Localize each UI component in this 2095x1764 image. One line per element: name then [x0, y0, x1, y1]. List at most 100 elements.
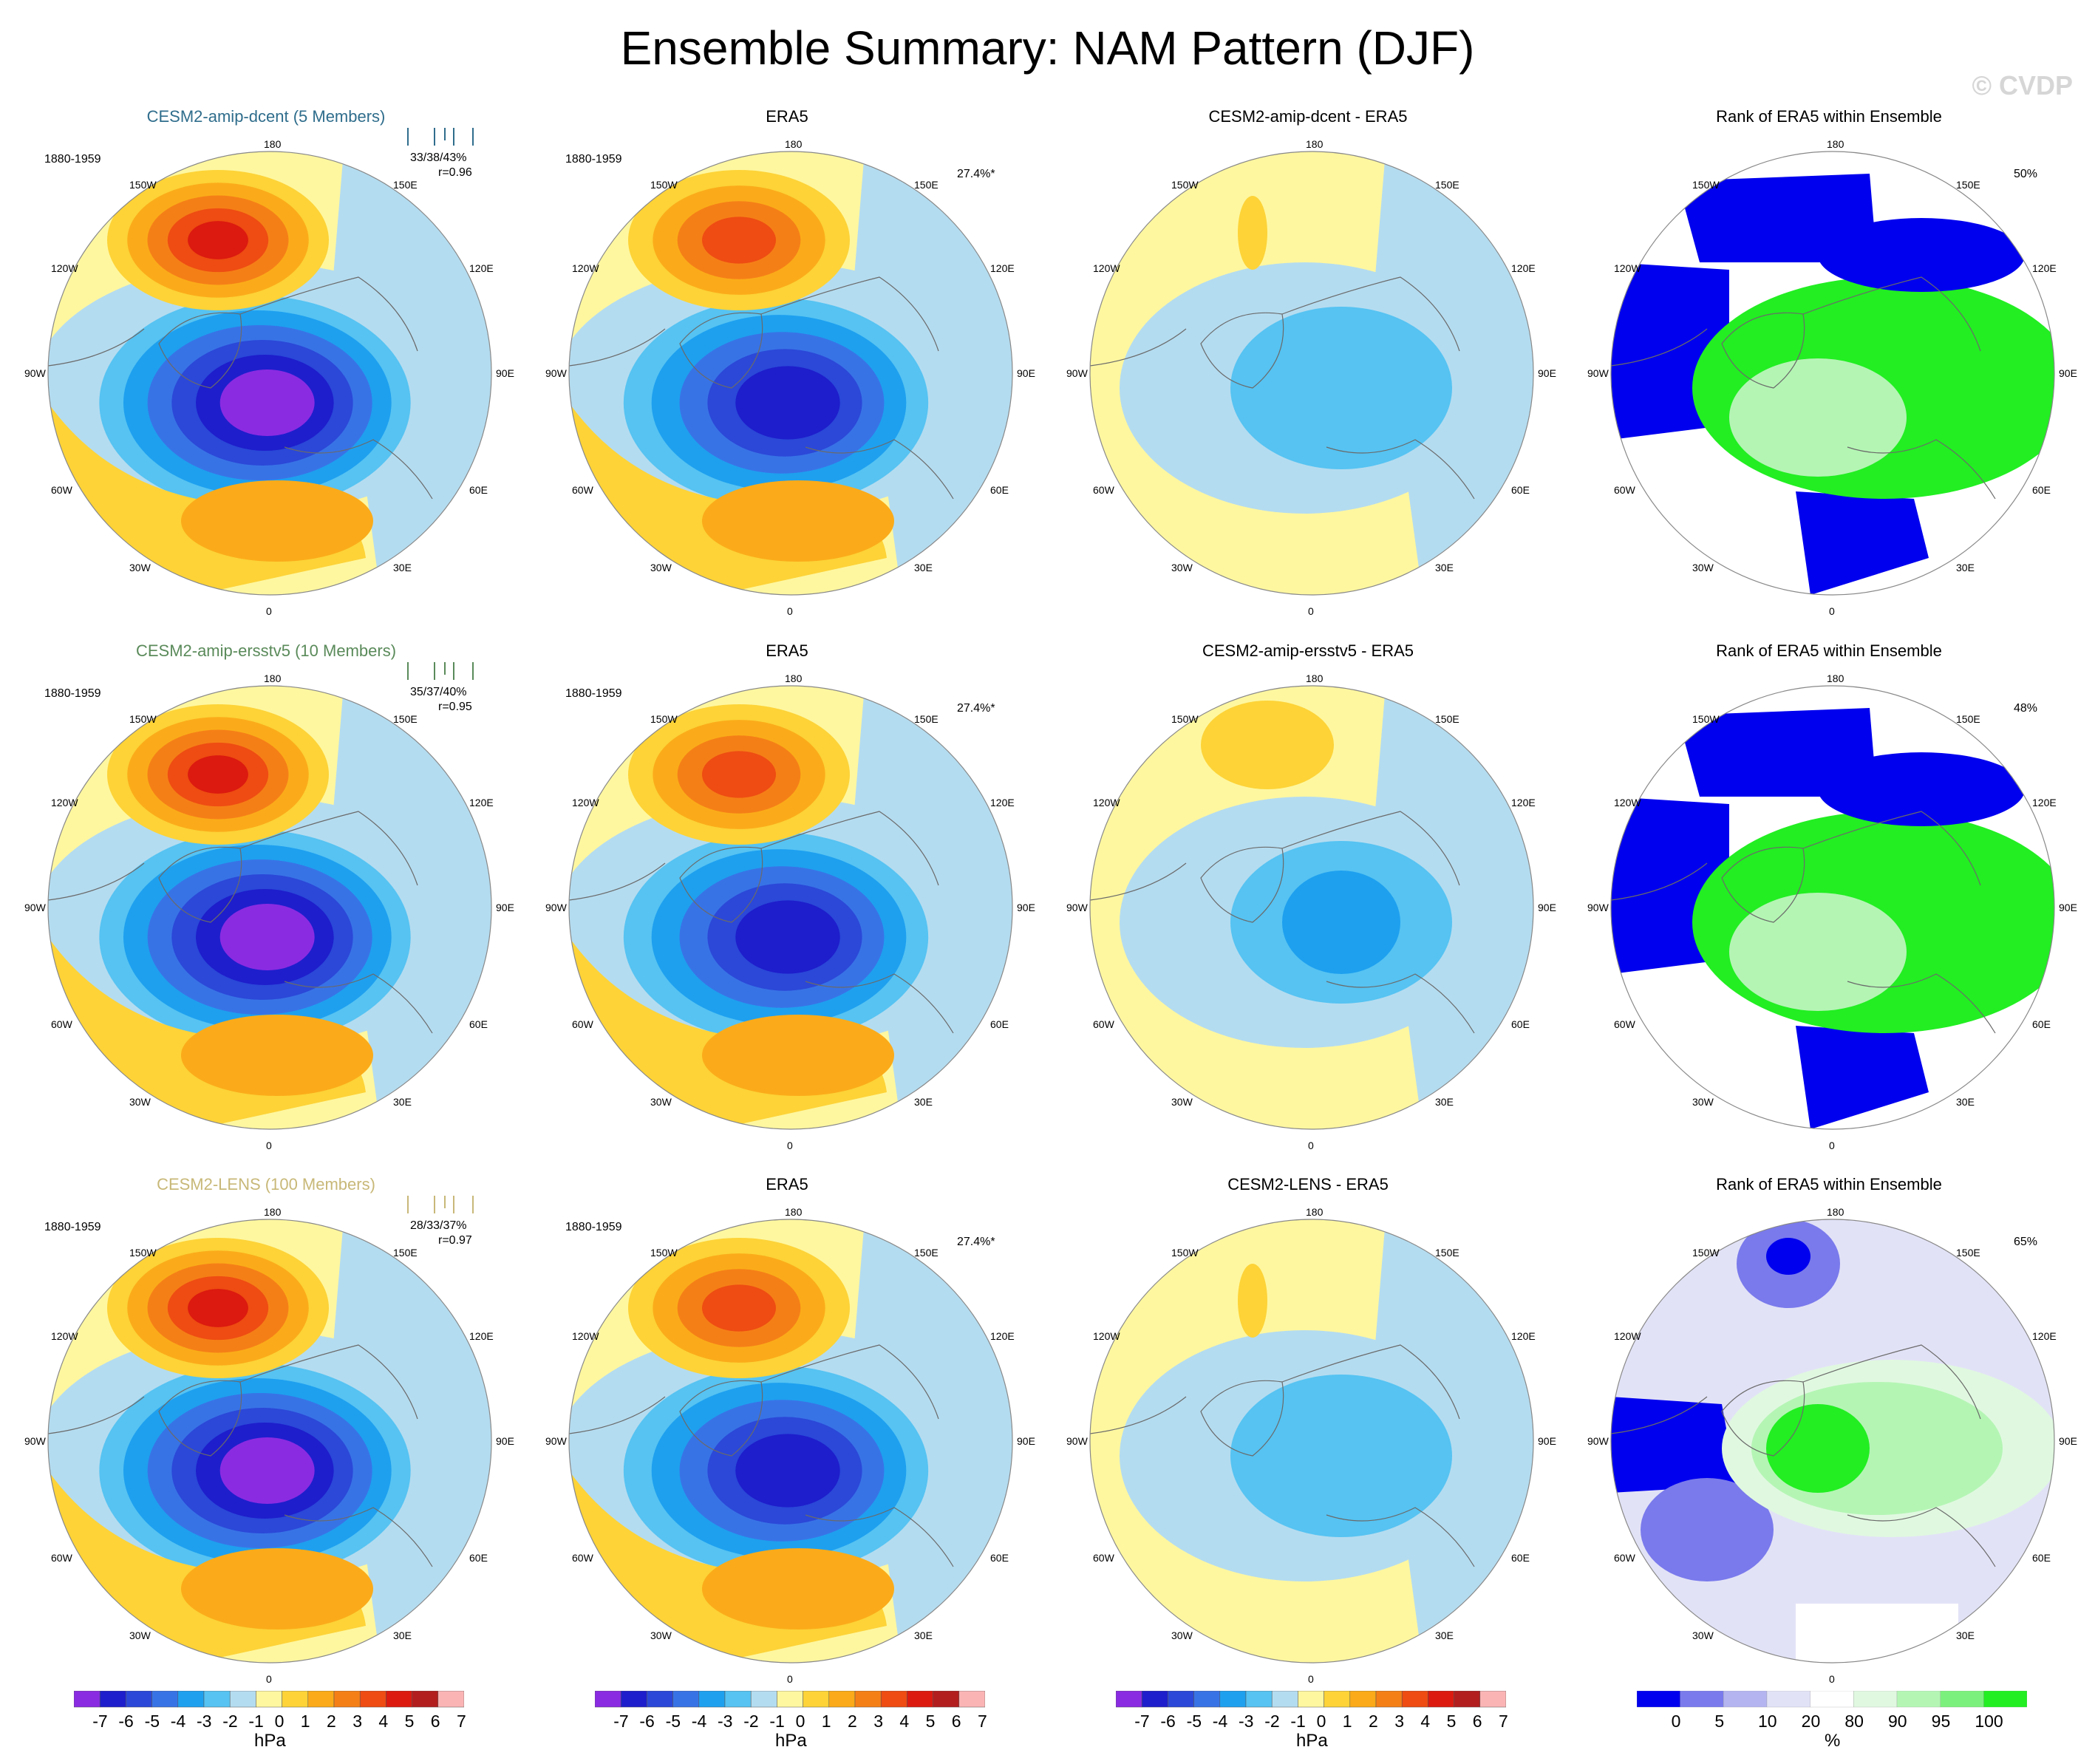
colorbar-swatch	[647, 1691, 673, 1708]
lon-label: 90W	[1066, 367, 1088, 379]
panel-title: ERA5	[766, 1175, 808, 1193]
map-panel-1: CESM2-amip-dcent (5 Members) 180 0 150W 150E…	[24, 107, 514, 624]
map-panel-12: Rank of ERA5 within Ensemble 180 0 150W 150E…	[1587, 1175, 2077, 1692]
lon-label: 180	[264, 1206, 282, 1218]
pattern-correlation: r=0.95	[438, 701, 472, 713]
lon-label: 30E	[1956, 1630, 1975, 1641]
colorbar-swatch	[958, 1691, 985, 1708]
lon-label: 120W	[51, 262, 78, 274]
lon-label: 120E	[990, 262, 1015, 274]
lon-label: 120W	[1093, 1330, 1120, 1342]
colorbar-swatch	[282, 1691, 309, 1708]
explained-variance-pct: 50%	[2014, 168, 2038, 180]
lon-label: 150E	[1956, 713, 1980, 725]
lon-label: 150E	[1435, 713, 1459, 725]
lon-label: 150E	[1435, 179, 1459, 191]
coastlines	[1611, 276, 1996, 500]
map-field	[569, 151, 1012, 595]
polar-map-1	[47, 128, 492, 596]
lon-label: 120W	[572, 1330, 599, 1342]
lon-label: 90W	[545, 902, 567, 913]
map-field	[569, 686, 1012, 1129]
lon-label: 30W	[1692, 1630, 1714, 1641]
colorbar-swatch	[359, 1691, 386, 1708]
lon-label: 150W	[1171, 179, 1199, 191]
map-panel-9: CESM2-LENS (100 Members) 180 0 150W 150E 120W…	[24, 1175, 514, 1692]
colorbar-tick: -7	[1134, 1712, 1150, 1731]
polar-map-4	[1610, 151, 2055, 596]
colorbar-swatch	[1168, 1691, 1194, 1708]
map-border	[568, 685, 1013, 1130]
colorbar-tick: 4	[378, 1712, 389, 1731]
colorbar-tick: -5	[1186, 1712, 1202, 1731]
lon-label: 90W	[545, 1435, 567, 1447]
lon-label: 30W	[650, 1096, 672, 1108]
lon-label: 60W	[572, 1018, 593, 1030]
lon-label: 60W	[1093, 1018, 1114, 1030]
colorbar-swatch	[99, 1691, 126, 1708]
colorbar-swatch	[1271, 1691, 1298, 1708]
lon-label: 30W	[650, 562, 672, 573]
lon-label: 0	[787, 605, 793, 617]
polar-map-6	[568, 685, 1013, 1130]
lon-label: 150E	[1956, 1247, 1980, 1259]
lon-label: 60W	[1093, 1552, 1114, 1564]
colorbar-swatch	[698, 1691, 726, 1708]
map-panel-5: CESM2-amip-ersstv5 (10 Members) 180 0 150W 1…	[24, 641, 514, 1159]
colorbar-tick: -3	[1239, 1712, 1254, 1731]
colorbar-tick: 7	[457, 1712, 466, 1731]
colorbar-swatch	[1428, 1691, 1454, 1708]
colorbar-tick: 1	[1342, 1712, 1352, 1731]
panel-title: CESM2-LENS - ERA5	[1227, 1175, 1389, 1193]
coastlines	[48, 1344, 433, 1567]
lon-label: 60E	[469, 1552, 488, 1564]
map-panel-11: CESM2-LENS - ERA5 180 0 150W 150E 120W 120E 90W…	[1066, 1175, 1556, 1692]
colorbar-swatch	[933, 1691, 960, 1708]
colorbar-tick: -6	[118, 1712, 134, 1731]
colorbar-tick: -1	[248, 1712, 264, 1731]
lon-label: 90E	[496, 1435, 514, 1447]
lon-label: 120E	[1511, 262, 1536, 274]
lon-label: 120W	[1614, 262, 1641, 274]
map-field	[48, 1219, 491, 1663]
lon-label: 90W	[1066, 1435, 1088, 1447]
coastlines	[1611, 1344, 1996, 1567]
lon-label: 180	[1306, 1206, 1324, 1218]
lon-label: 30W	[1692, 1096, 1714, 1108]
period-label: 1880-1959	[565, 687, 622, 700]
lon-label: 30W	[129, 1630, 151, 1641]
map-field	[1090, 151, 1533, 595]
lon-label: 60W	[1614, 1552, 1635, 1564]
lon-label: 180	[1306, 672, 1324, 684]
panel-title: CESM2-amip-dcent (5 Members)	[146, 107, 386, 126]
lon-label: 30E	[393, 1630, 412, 1641]
lon-label: 150W	[1171, 1247, 1199, 1259]
coastlines	[1090, 811, 1475, 1034]
lon-label: 60E	[1511, 1018, 1530, 1030]
map-border	[1089, 1219, 1534, 1663]
pc-variance-stats: 33/38/43%	[410, 151, 467, 164]
colorbar-swatch	[333, 1691, 361, 1708]
colorbar-tick: 2	[848, 1712, 857, 1731]
lon-label: 30E	[1435, 1630, 1454, 1641]
lon-label: 60W	[1614, 484, 1635, 496]
colorbar-tick: 0	[274, 1712, 285, 1731]
coastlines	[48, 811, 433, 1034]
lon-label: 30E	[914, 1630, 933, 1641]
colorbar-tick: 3	[352, 1712, 362, 1731]
panel-title: CESM2-amip-dcent - ERA5	[1208, 107, 1408, 126]
lon-label: 150W	[1692, 713, 1720, 725]
lon-label: 0	[1308, 605, 1314, 617]
colorbar-swatch	[880, 1691, 907, 1708]
colorbar-swatch	[777, 1691, 803, 1708]
colorbar-swatch	[1637, 1691, 1680, 1708]
map-panel-4: Rank of ERA5 within Ensemble 180 0 150W 150E…	[1587, 107, 2077, 624]
lon-label: 0	[1308, 1140, 1314, 1151]
map-field	[569, 1219, 1012, 1663]
lon-label: 0	[1829, 605, 1835, 617]
colorbar-tick: 3	[873, 1712, 883, 1731]
colorbar-tick: 7	[1499, 1712, 1508, 1731]
lon-label: 0	[266, 1140, 272, 1151]
lon-label: 120W	[572, 262, 599, 274]
member-spread-ticks	[407, 1196, 474, 1213]
